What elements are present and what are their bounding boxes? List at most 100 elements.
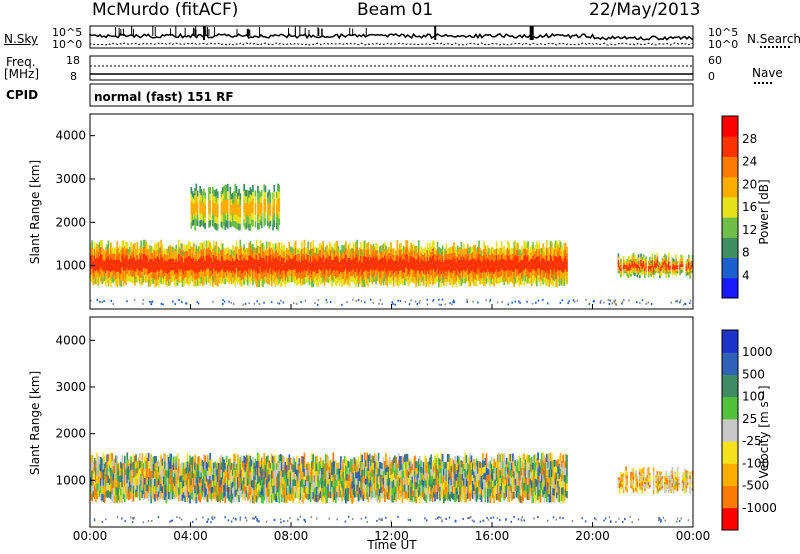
heat-cell bbox=[144, 457, 146, 465]
heat-cell bbox=[240, 490, 243, 498]
heat-cell bbox=[258, 197, 260, 204]
heat-cell bbox=[171, 465, 174, 472]
heat-cell bbox=[473, 478, 475, 485]
heat-cell bbox=[239, 193, 242, 200]
heat-cell bbox=[484, 245, 487, 253]
heat-cell bbox=[238, 473, 240, 481]
heat-cell bbox=[439, 253, 441, 260]
heat-cell bbox=[312, 461, 315, 470]
heat-cell bbox=[225, 220, 228, 228]
heat-cell bbox=[208, 467, 210, 474]
heat-cell bbox=[125, 463, 127, 470]
heat-cell bbox=[189, 455, 191, 464]
heat-cell bbox=[186, 453, 189, 462]
heat-cell bbox=[297, 463, 299, 470]
heat-cell bbox=[195, 245, 198, 252]
heat-cell bbox=[115, 247, 117, 254]
heat-cell bbox=[326, 494, 328, 503]
heat-cell bbox=[337, 270, 340, 278]
heat-cell bbox=[323, 491, 326, 498]
heat-cell bbox=[223, 278, 225, 285]
heat-cell bbox=[522, 270, 524, 276]
heat-cell bbox=[223, 478, 225, 485]
heat-cell bbox=[456, 257, 459, 264]
heat-cell bbox=[358, 254, 361, 261]
heat-cell bbox=[196, 273, 199, 280]
heat-cell bbox=[324, 247, 327, 253]
heat-cell bbox=[397, 261, 400, 268]
heat-cell bbox=[435, 485, 438, 492]
heat-cell bbox=[332, 493, 335, 503]
heat-cell bbox=[628, 256, 631, 260]
heat-cell bbox=[263, 245, 266, 252]
heat-cell bbox=[167, 279, 170, 286]
ground-scatter-dot bbox=[341, 303, 343, 306]
heat-cell bbox=[267, 220, 269, 227]
heat-cell bbox=[257, 252, 259, 260]
heat-cell bbox=[401, 495, 404, 504]
heat-cell bbox=[523, 248, 526, 256]
heat-cell bbox=[503, 278, 505, 286]
heat-cell bbox=[215, 188, 218, 196]
heat-cell bbox=[297, 261, 299, 267]
heat-cell bbox=[504, 276, 507, 282]
heat-cell bbox=[340, 249, 342, 256]
heat-cell bbox=[321, 264, 323, 272]
heat-cell bbox=[414, 264, 416, 271]
heat-cell bbox=[189, 242, 191, 249]
heat-cell bbox=[201, 272, 204, 280]
heat-cell bbox=[253, 247, 255, 253]
heat-cell bbox=[209, 452, 211, 461]
heat-cell bbox=[471, 486, 474, 493]
heat-cell bbox=[108, 259, 111, 266]
heat-cell bbox=[117, 494, 120, 501]
heat-cell bbox=[431, 278, 434, 286]
heat-cell bbox=[284, 256, 287, 263]
heat-cell bbox=[460, 241, 463, 250]
heat-cell bbox=[306, 265, 308, 271]
heat-cell bbox=[203, 195, 205, 202]
heat-cell bbox=[390, 263, 392, 271]
heat-cell bbox=[218, 488, 220, 495]
heat-cell bbox=[201, 466, 204, 473]
heat-cell bbox=[195, 490, 198, 497]
heat-cell bbox=[90, 462, 92, 470]
ground-scatter-dot bbox=[452, 301, 454, 304]
ground-scatter-dot bbox=[276, 302, 279, 305]
heat-cell bbox=[326, 263, 328, 270]
heat-cell bbox=[282, 483, 284, 491]
heat-cell bbox=[245, 248, 248, 254]
heat-cell bbox=[298, 271, 301, 278]
heat-cell bbox=[118, 489, 121, 497]
heat-cell bbox=[641, 272, 644, 276]
heat-cell bbox=[503, 271, 505, 279]
heat-cell bbox=[564, 255, 567, 263]
heat-cell bbox=[156, 241, 159, 249]
heat-cell bbox=[189, 479, 191, 488]
heat-cell bbox=[433, 466, 435, 473]
heat-cell bbox=[547, 260, 549, 267]
heat-cell bbox=[105, 479, 107, 486]
heat-cell bbox=[237, 277, 239, 284]
ground-scatter-dot bbox=[392, 303, 394, 305]
heat-cell bbox=[235, 185, 238, 194]
heat-cell bbox=[232, 487, 234, 494]
heat-cell bbox=[244, 486, 247, 494]
heat-cell bbox=[273, 477, 276, 486]
heat-cell bbox=[336, 468, 338, 475]
heat-cell bbox=[484, 265, 487, 273]
heat-cell bbox=[656, 266, 659, 270]
heat-cell bbox=[101, 240, 103, 248]
heat-cell bbox=[234, 482, 237, 490]
heat-cell bbox=[103, 487, 106, 496]
heat-cell bbox=[240, 469, 243, 477]
heat-cell bbox=[311, 460, 313, 469]
heat-cell bbox=[282, 477, 284, 484]
heat-cell bbox=[243, 212, 245, 220]
heat-cell bbox=[209, 271, 211, 279]
heat-cell bbox=[401, 479, 404, 488]
heat-cell bbox=[340, 266, 342, 272]
heat-cell bbox=[314, 270, 317, 277]
heat-cell bbox=[448, 469, 450, 477]
ground-scatter-dot bbox=[451, 303, 453, 306]
